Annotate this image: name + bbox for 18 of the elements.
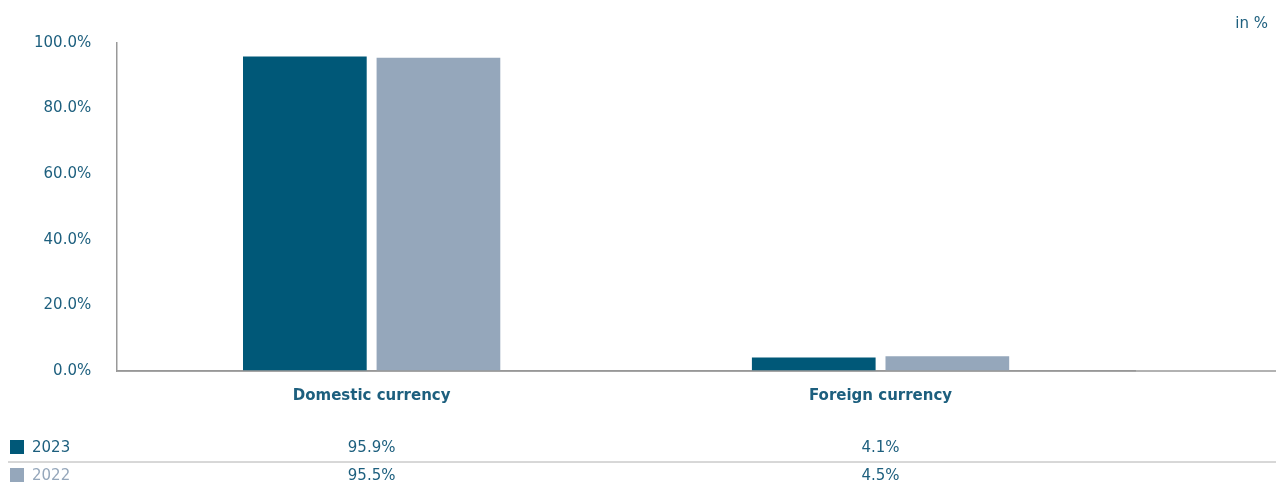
data-label: 4.1% — [861, 437, 900, 456]
y-tick-label: 0.0% — [53, 360, 92, 379]
y-tick-label: 20.0% — [43, 295, 92, 314]
y-tick-label: 60.0% — [43, 164, 92, 183]
y-axis-title: in % — [1235, 13, 1268, 32]
legend-label: 2023 — [32, 437, 71, 456]
y-tick-label: 40.0% — [43, 229, 92, 248]
bar — [885, 356, 1010, 371]
bar — [243, 56, 367, 371]
legend-label: 2022 — [32, 465, 71, 483]
y-tick-label: 100.0% — [33, 32, 92, 51]
y-tick-label: 80.0% — [43, 98, 92, 117]
data-label: 95.9% — [347, 437, 396, 456]
x-tick-label: Domestic currency — [292, 385, 451, 404]
bar — [376, 57, 501, 371]
data-label: 4.5% — [861, 465, 900, 483]
x-tick-label: Foreign currency — [808, 385, 953, 404]
data-label: 95.5% — [347, 465, 396, 483]
